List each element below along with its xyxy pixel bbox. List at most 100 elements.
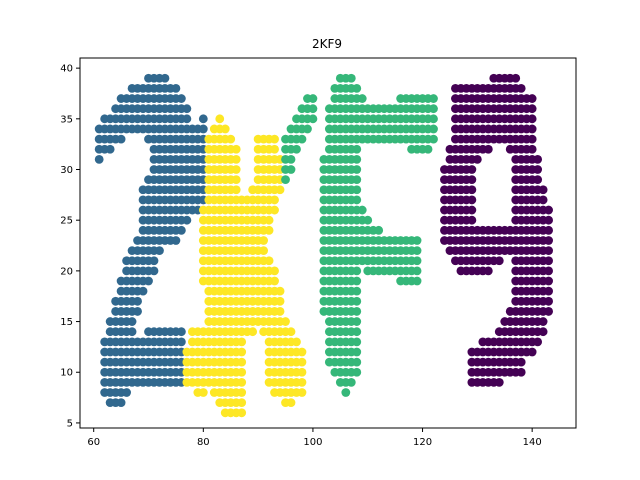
scatter-point [281, 175, 290, 185]
scatter-point [237, 367, 247, 377]
scatter-point [122, 388, 131, 397]
scatter-point [237, 388, 247, 397]
scatter-point [264, 225, 274, 235]
scatter-point [374, 225, 384, 235]
scatter-point [138, 286, 148, 296]
scatter-point [544, 236, 553, 245]
scatter-point [412, 276, 422, 286]
y-tick-label: 20 [60, 266, 73, 277]
scatter-point [176, 225, 186, 235]
scatter-point [412, 266, 422, 276]
scatter-point [352, 84, 362, 93]
scatter-point [467, 185, 477, 195]
scatter-point [352, 276, 362, 286]
scatter-point [198, 388, 208, 397]
scatter-point [352, 154, 362, 164]
scatter-point [127, 327, 137, 337]
scatter-point [275, 296, 285, 306]
scatter-point [467, 165, 477, 174]
scatter-point [483, 266, 493, 276]
scatter-point [149, 266, 159, 276]
scatter-point [105, 144, 115, 154]
scatter-point [182, 104, 192, 114]
scatter-point [270, 266, 279, 276]
x-tick-label: 60 [87, 437, 100, 448]
scatter-point [363, 215, 373, 225]
scatter-point [544, 296, 553, 306]
scatter-point [538, 185, 548, 195]
scatter-point [544, 286, 553, 296]
scatter-point [352, 317, 362, 326]
scatter-point [544, 266, 553, 276]
scatter-point [494, 377, 504, 387]
scatter-point [352, 286, 362, 296]
scatter-point [533, 175, 543, 185]
scatter-point [94, 154, 104, 164]
scatter-point [352, 367, 362, 377]
scatter-point [538, 195, 548, 205]
scatter-point [149, 256, 159, 266]
scatter-point [270, 134, 279, 144]
scatter-point [237, 377, 247, 387]
x-tick-label: 140 [523, 437, 542, 448]
scatter-point [494, 256, 504, 266]
scatter-point [264, 215, 274, 225]
scatter-point [231, 154, 241, 164]
scatter-point [270, 144, 279, 154]
scatter-point [275, 286, 285, 296]
scatter-point [116, 134, 126, 144]
scatter-point [467, 215, 477, 225]
x-tick-label: 80 [197, 437, 210, 448]
scatter-point [516, 357, 526, 367]
scatter-point [297, 347, 307, 357]
scatter-point [352, 195, 362, 205]
scatter-point [248, 327, 258, 337]
y-tick-label: 10 [60, 368, 73, 379]
chart-title: 2KF9 [312, 37, 342, 51]
scatter-point [281, 317, 290, 326]
scatter-point [352, 266, 362, 276]
scatter-point [292, 337, 301, 347]
scatter-point [237, 347, 247, 357]
scatter-point [259, 236, 268, 245]
scatter-point [352, 327, 362, 337]
scatter-point [544, 276, 553, 286]
scatter-point [275, 185, 285, 195]
scatter-point [155, 246, 164, 256]
scatter-point [429, 104, 438, 114]
scatter-point [297, 134, 307, 144]
scatter-point [171, 84, 181, 93]
scatter-point [297, 377, 307, 387]
scatter-point [352, 337, 362, 347]
scatter-point [538, 327, 548, 337]
scatter-point [286, 165, 296, 174]
scatter-point [198, 114, 208, 124]
scatter-point [467, 195, 477, 205]
scatter-point [352, 165, 362, 174]
scatter-point [231, 144, 241, 154]
scatter-point [270, 205, 279, 215]
scatter-point [171, 236, 181, 245]
scatter-point [286, 398, 296, 408]
scatter-point [412, 236, 422, 245]
scatter-point [237, 357, 247, 367]
scatter-point [412, 256, 422, 266]
scatter-point [527, 104, 537, 114]
scatter-point [144, 276, 153, 286]
scatter-point [544, 215, 553, 225]
scatter-point [231, 175, 241, 185]
scatter-point [352, 175, 362, 185]
scatter-point [544, 205, 553, 215]
scatter-point [308, 104, 318, 114]
scatter-point [297, 388, 307, 397]
scatter-point [286, 154, 296, 164]
scatter-point [527, 134, 537, 144]
scatter-point [412, 246, 422, 256]
scatter-point [352, 347, 362, 357]
scatter-point [472, 154, 482, 164]
scatter-point [511, 73, 521, 83]
scatter-point [533, 154, 543, 164]
x-axis: 60 80 100 120 140 [87, 428, 542, 448]
series-2 [281, 73, 438, 397]
